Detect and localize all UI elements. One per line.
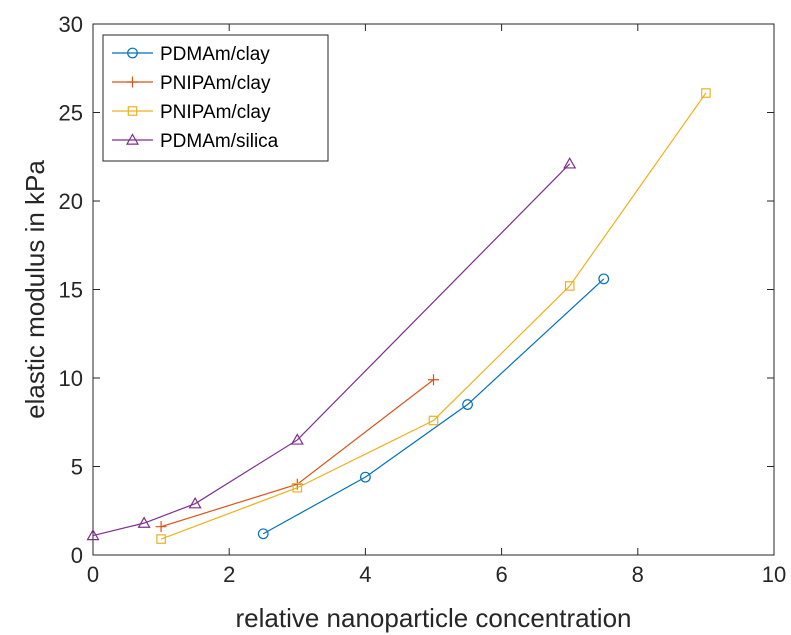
- tick-labels: 0 2 4 6 8 10 0 5 10 15 20 25 30: [59, 12, 787, 587]
- x-tick-label: 4: [359, 562, 371, 587]
- series-3: [86, 157, 577, 541]
- data-point-3-1: [137, 516, 151, 528]
- series-line-2: [160, 92, 707, 540]
- x-tick-label: 6: [495, 562, 507, 587]
- data-point-2-3: [564, 281, 575, 291]
- legend-label: PNIPAm/clay: [160, 102, 271, 123]
- y-tick-label: 5: [71, 455, 83, 480]
- data-point-1-2: [428, 374, 439, 386]
- x-axis-label: relative nanoparticle concentration: [235, 603, 631, 633]
- legend-item-2: PNIPAm/clay: [112, 102, 271, 123]
- y-tick-label: 10: [59, 366, 83, 391]
- legend-swatch-marker: [125, 133, 140, 145]
- data-point-1-0: [155, 521, 167, 533]
- x-tick-label: 0: [87, 562, 99, 587]
- data-point-3-4: [563, 157, 577, 169]
- data-point-0-0: [257, 528, 269, 540]
- series-0: [257, 273, 610, 540]
- series-line-0: [262, 278, 605, 535]
- series-2: [156, 88, 711, 544]
- y-tick-label: 25: [59, 101, 83, 126]
- y-tick-label: 0: [71, 543, 83, 568]
- legend-item-3: PDMAm/silica: [112, 131, 279, 152]
- data-point-2-4: [701, 88, 711, 98]
- legend-item-0: PDMAm/clay: [112, 44, 270, 65]
- legend-label: PNIPAm/clay: [160, 73, 271, 94]
- series-line-3: [92, 163, 571, 537]
- series-layer: [86, 88, 711, 544]
- y-tick-label: 15: [59, 278, 83, 303]
- data-point-0-2: [462, 399, 473, 410]
- legend-label: PDMAm/clay: [160, 44, 270, 65]
- y-tick-label: 20: [59, 189, 83, 214]
- legend: PDMAm/clay PNIPAm/clay PNIPAm/clay PDMAm/si…: [102, 34, 329, 162]
- data-point-0-3: [598, 273, 610, 285]
- legend-swatch-marker: [127, 106, 138, 116]
- legend-swatch-marker: [127, 76, 138, 88]
- series-1: [155, 374, 439, 533]
- data-point-3-3: [290, 433, 304, 445]
- data-point-2-1: [292, 482, 303, 493]
- legend-swatch-marker: [127, 47, 138, 59]
- data-point-3-0: [86, 528, 100, 541]
- legend-label: PDMAm/silica: [160, 131, 279, 152]
- y-tick-label: 30: [59, 12, 83, 37]
- x-tick-label: 2: [223, 562, 235, 587]
- legend-item-1: PNIPAm/clay: [112, 73, 271, 94]
- y-axis-label: elastic modulus in kPa: [20, 160, 50, 419]
- x-tick-label: 8: [632, 562, 644, 587]
- x-tick-label: 10: [762, 562, 786, 587]
- ticks: [92, 23, 775, 556]
- data-point-0-1: [360, 471, 371, 483]
- data-point-3-2: [188, 496, 202, 509]
- data-point-2-2: [428, 415, 439, 426]
- data-point-2-0: [156, 534, 166, 544]
